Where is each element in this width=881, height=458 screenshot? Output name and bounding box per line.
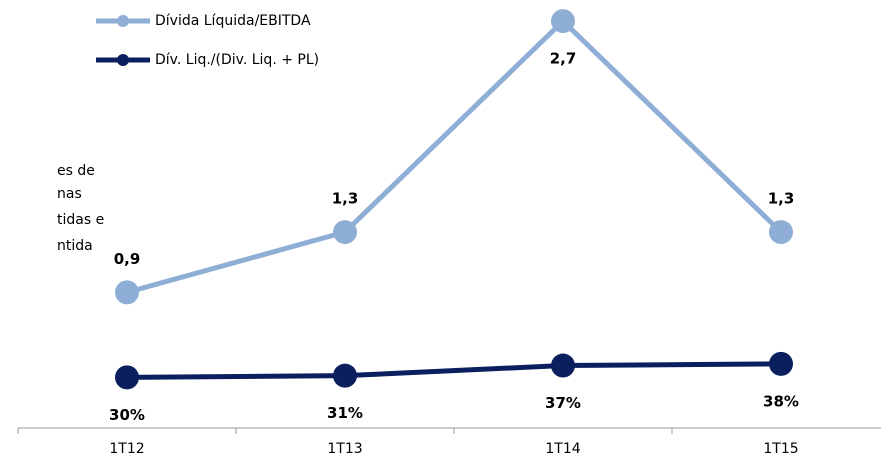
data-label: 2,7 — [550, 50, 577, 68]
data-label: 38% — [763, 392, 799, 410]
x-tick-label: 1T14 — [545, 441, 580, 457]
data-label: 31% — [327, 404, 363, 422]
marker — [115, 365, 139, 390]
x-tick-label: 1T13 — [327, 441, 362, 457]
data-label: 1,3 — [768, 190, 795, 208]
marker — [769, 351, 793, 376]
legend-marker — [117, 15, 129, 27]
data-label: 30% — [109, 406, 145, 424]
marker — [769, 220, 793, 245]
annotation: ntida — [57, 238, 93, 254]
marker — [333, 363, 357, 388]
x-tick-label: 1T15 — [763, 441, 798, 457]
x-tick-label: 1T12 — [109, 441, 144, 457]
marker — [551, 353, 575, 378]
data-label: 37% — [545, 394, 581, 412]
legend-label: Dívida Líquida/EBITDA — [155, 13, 311, 29]
legend-label: Dív. Liq./(Div. Liq. + PL) — [155, 52, 319, 68]
legend-marker — [117, 54, 129, 66]
annotation: es de — [57, 163, 95, 179]
data-label: 0,9 — [114, 250, 141, 268]
series-line — [126, 17, 783, 295]
marker — [115, 280, 139, 305]
annotation: tidas e — [57, 212, 104, 228]
data-label: 1,3 — [332, 190, 359, 208]
series-line — [126, 361, 782, 380]
marker — [551, 9, 575, 34]
annotation: nas — [57, 186, 82, 202]
marker — [333, 220, 357, 245]
